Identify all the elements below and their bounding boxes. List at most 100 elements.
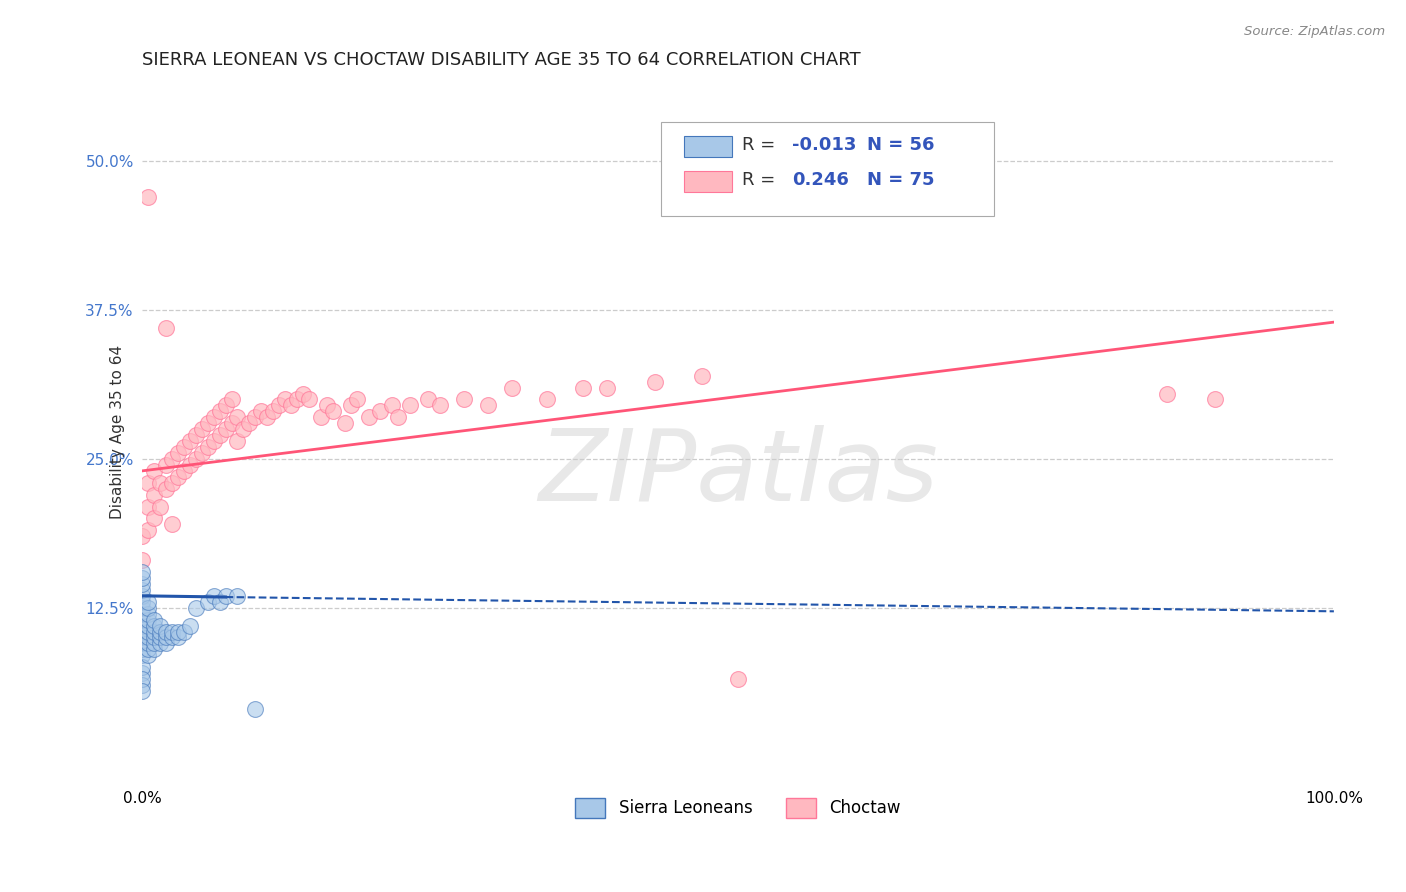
Point <box>221 392 243 407</box>
Point <box>190 446 212 460</box>
FancyBboxPatch shape <box>661 122 994 217</box>
Point <box>184 428 207 442</box>
Point <box>136 618 159 632</box>
Text: 0.246: 0.246 <box>792 170 848 188</box>
Point <box>238 417 260 431</box>
Point <box>136 607 159 621</box>
Point <box>155 631 177 645</box>
FancyBboxPatch shape <box>685 171 733 192</box>
Point <box>202 589 225 603</box>
Point <box>197 595 219 609</box>
Point <box>149 624 172 639</box>
Point <box>1156 386 1178 401</box>
Point <box>173 440 195 454</box>
Point <box>131 631 153 645</box>
Point <box>155 636 177 650</box>
Point <box>339 399 361 413</box>
Point <box>477 399 499 413</box>
Point <box>285 392 308 407</box>
Point <box>370 404 392 418</box>
Point <box>315 399 337 413</box>
Point <box>136 190 159 204</box>
Point <box>197 440 219 454</box>
Text: R =: R = <box>741 136 780 153</box>
Point <box>173 464 195 478</box>
Point <box>727 672 749 686</box>
Point <box>149 500 172 514</box>
Point <box>269 399 291 413</box>
Point <box>572 381 595 395</box>
Point <box>136 636 159 650</box>
Point <box>381 399 404 413</box>
Point <box>131 666 153 681</box>
Point <box>262 404 284 418</box>
Text: N = 56: N = 56 <box>866 136 934 153</box>
Point <box>143 511 166 525</box>
Point <box>149 618 172 632</box>
Text: -0.013: -0.013 <box>792 136 856 153</box>
Point <box>226 434 249 449</box>
Point <box>155 458 177 472</box>
Point <box>155 321 177 335</box>
Point <box>346 392 368 407</box>
Legend: Sierra Leoneans, Choctaw: Sierra Leoneans, Choctaw <box>568 791 907 824</box>
Point <box>208 428 231 442</box>
Point <box>184 600 207 615</box>
Point <box>131 529 153 543</box>
Point <box>131 618 153 632</box>
Point <box>167 631 190 645</box>
Point <box>131 565 153 579</box>
Point <box>131 684 153 698</box>
Point <box>136 475 159 490</box>
Point <box>131 582 153 597</box>
Point <box>596 381 619 395</box>
Point <box>149 636 172 650</box>
Text: R =: R = <box>741 170 786 188</box>
Point <box>322 404 344 418</box>
Point <box>190 422 212 436</box>
Point <box>131 648 153 663</box>
Point <box>245 702 267 716</box>
Point <box>214 589 236 603</box>
Point <box>131 672 153 686</box>
Point <box>226 589 249 603</box>
Point <box>274 392 297 407</box>
Y-axis label: Disability Age 35 to 64: Disability Age 35 to 64 <box>111 345 125 519</box>
Point <box>214 399 236 413</box>
Point <box>280 399 302 413</box>
Point <box>131 571 153 585</box>
Point <box>143 618 166 632</box>
Point <box>131 613 153 627</box>
Point <box>250 404 273 418</box>
Point <box>690 368 713 383</box>
Point <box>160 624 183 639</box>
Point <box>143 488 166 502</box>
Point <box>131 642 153 657</box>
Point <box>221 417 243 431</box>
FancyBboxPatch shape <box>685 136 733 157</box>
Point <box>160 475 183 490</box>
Point <box>149 631 172 645</box>
Point <box>131 678 153 692</box>
Point <box>173 624 195 639</box>
Point <box>292 386 315 401</box>
Point <box>387 410 409 425</box>
Point <box>197 417 219 431</box>
Point <box>143 631 166 645</box>
Point <box>155 482 177 496</box>
Point <box>644 375 666 389</box>
Point <box>131 600 153 615</box>
Point <box>184 452 207 467</box>
Point <box>232 422 254 436</box>
Point <box>131 624 153 639</box>
Point <box>357 410 380 425</box>
Point <box>208 595 231 609</box>
Point <box>202 434 225 449</box>
Point <box>155 624 177 639</box>
Point <box>136 595 159 609</box>
Point <box>136 648 159 663</box>
Point <box>333 417 356 431</box>
Point <box>143 642 166 657</box>
Point <box>131 607 153 621</box>
Point <box>143 613 166 627</box>
